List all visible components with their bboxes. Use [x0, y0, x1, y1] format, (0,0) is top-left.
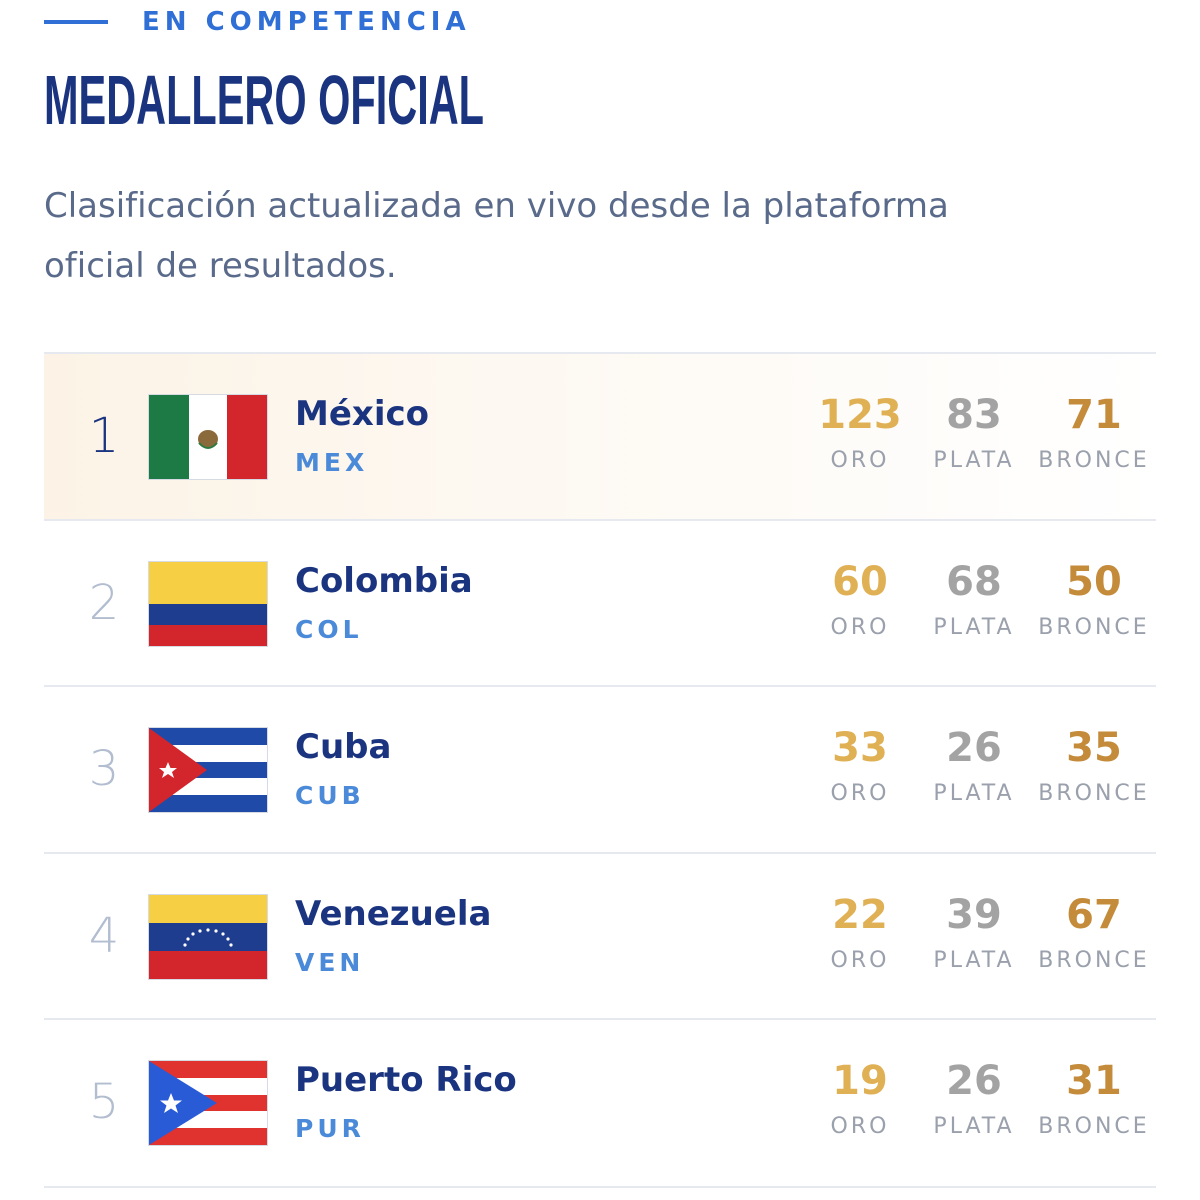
silver-count: 26	[946, 725, 1002, 771]
code: MEX	[295, 448, 369, 477]
rank: 1	[88, 408, 120, 464]
flag	[148, 394, 268, 480]
title-box: MEDALLERO OFICIAL	[44, 64, 484, 134]
row: 1 México MEX 123 83 71 ORO PLATA BRONCE	[44, 352, 1156, 520]
bronze-label: BRONCE	[1038, 948, 1150, 973]
row: 4 Venezuela VEN 22 39 67 ORO PLATA BRONC…	[44, 852, 1156, 1020]
country: Colombia	[295, 561, 473, 601]
country: Puerto Rico	[295, 1060, 517, 1100]
eyebrow-line	[44, 20, 108, 24]
gold-count: 33	[832, 725, 888, 771]
code: VEN	[295, 948, 365, 977]
gold-label: ORO	[830, 1114, 890, 1139]
code: COL	[295, 615, 363, 644]
bronze-count: 31	[1066, 1058, 1122, 1104]
rank: 4	[88, 908, 120, 964]
rank: 2	[88, 575, 120, 631]
silver-count: 39	[946, 892, 1002, 938]
bronze-label: BRONCE	[1038, 615, 1150, 640]
rank: 5	[88, 1074, 120, 1130]
silver-label: PLATA	[933, 615, 1015, 640]
bronze-label: BRONCE	[1038, 1114, 1150, 1139]
gold-count: 123	[818, 392, 902, 438]
gold-label: ORO	[830, 448, 890, 473]
title: MEDALLERO OFICIAL	[44, 64, 484, 134]
rank: 3	[88, 741, 120, 797]
flag	[148, 1060, 268, 1146]
flag	[148, 561, 268, 647]
code: PUR	[295, 1114, 365, 1143]
country: Venezuela	[295, 894, 492, 934]
bronze-label: BRONCE	[1038, 448, 1150, 473]
gold-label: ORO	[830, 781, 890, 806]
bronze-count: 35	[1066, 725, 1122, 771]
bronze-label: BRONCE	[1038, 781, 1150, 806]
bronze-count: 71	[1066, 392, 1122, 438]
bronze-count: 67	[1066, 892, 1122, 938]
silver-label: PLATA	[933, 448, 1015, 473]
flag	[148, 727, 268, 813]
eyebrow: EN COMPETENCIA	[142, 7, 471, 37]
gold-count: 22	[832, 892, 888, 938]
silver-count: 26	[946, 1058, 1002, 1104]
country: México	[295, 394, 429, 434]
code: CUB	[295, 781, 365, 810]
silver-label: PLATA	[933, 948, 1015, 973]
row: 5 Puerto Rico PUR 19 26 31 ORO PLATA BRO…	[44, 1018, 1156, 1188]
gold-count: 19	[832, 1058, 888, 1104]
country: Cuba	[295, 727, 392, 767]
gold-label: ORO	[830, 615, 890, 640]
row: 3 Cuba CUB 33 26 35 ORO PLATA BRONCE	[44, 685, 1156, 853]
bronze-count: 50	[1066, 559, 1122, 605]
gold-label: ORO	[830, 948, 890, 973]
row: 2 Colombia COL 60 68 50 ORO PLATA BRONCE	[44, 519, 1156, 687]
silver-label: PLATA	[933, 1114, 1015, 1139]
flag	[148, 894, 268, 980]
silver-count: 83	[946, 392, 1002, 438]
description: Clasificación actualizada en vivo desde …	[44, 186, 949, 286]
gold-count: 60	[832, 559, 888, 605]
silver-count: 68	[946, 559, 1002, 605]
silver-label: PLATA	[933, 781, 1015, 806]
